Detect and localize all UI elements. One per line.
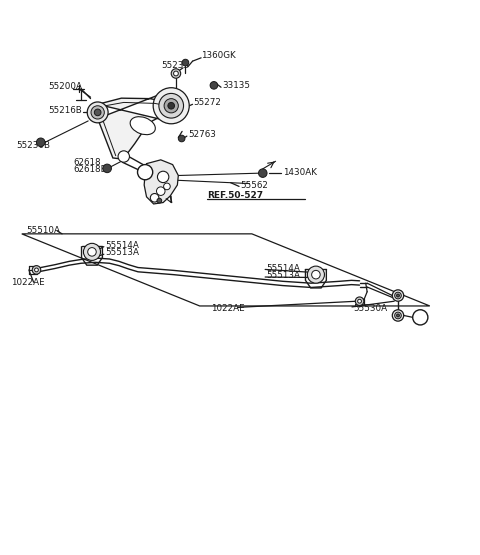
- Circle shape: [164, 183, 170, 190]
- Circle shape: [88, 248, 96, 256]
- Text: 1022AE: 1022AE: [12, 278, 45, 287]
- Circle shape: [174, 71, 179, 76]
- Circle shape: [395, 292, 401, 299]
- Text: 55562: 55562: [240, 181, 268, 190]
- Circle shape: [396, 294, 399, 297]
- Circle shape: [156, 187, 165, 195]
- Text: 62618B: 62618B: [73, 165, 107, 174]
- Circle shape: [413, 310, 428, 325]
- Circle shape: [137, 165, 153, 180]
- Text: 55216B: 55216B: [48, 107, 82, 115]
- Circle shape: [392, 310, 404, 321]
- Circle shape: [358, 299, 361, 303]
- Circle shape: [396, 314, 399, 317]
- Circle shape: [118, 151, 130, 162]
- Polygon shape: [97, 89, 174, 159]
- Circle shape: [150, 194, 159, 202]
- Text: 52763: 52763: [188, 130, 216, 139]
- Text: 1022AE: 1022AE: [211, 304, 244, 313]
- Circle shape: [32, 266, 41, 274]
- Circle shape: [157, 171, 169, 183]
- Circle shape: [35, 268, 38, 272]
- Circle shape: [168, 103, 175, 109]
- Circle shape: [87, 102, 108, 123]
- Text: 55513A: 55513A: [105, 248, 139, 258]
- Text: 55272: 55272: [193, 98, 221, 107]
- Circle shape: [210, 82, 218, 89]
- Circle shape: [103, 164, 111, 173]
- Circle shape: [182, 59, 189, 66]
- Text: 55233: 55233: [162, 62, 190, 70]
- Circle shape: [171, 69, 180, 78]
- Circle shape: [355, 297, 364, 305]
- Text: 55513A: 55513A: [266, 271, 300, 280]
- Polygon shape: [144, 160, 179, 204]
- Text: 55230B: 55230B: [16, 141, 50, 150]
- Circle shape: [95, 109, 101, 115]
- Circle shape: [312, 270, 320, 279]
- Circle shape: [91, 106, 104, 119]
- Text: REF.50-527: REF.50-527: [207, 191, 263, 200]
- Text: 55200A: 55200A: [48, 82, 82, 91]
- Circle shape: [164, 99, 179, 113]
- Circle shape: [153, 88, 189, 124]
- Circle shape: [259, 169, 267, 178]
- Text: A: A: [142, 168, 148, 176]
- Text: 55514A: 55514A: [266, 264, 300, 273]
- Text: 55510A: 55510A: [26, 225, 60, 235]
- Circle shape: [84, 243, 100, 260]
- Circle shape: [36, 138, 45, 147]
- Text: A: A: [417, 313, 423, 322]
- Circle shape: [307, 266, 324, 283]
- Circle shape: [179, 135, 185, 142]
- Text: 1360GK: 1360GK: [201, 51, 236, 60]
- Circle shape: [157, 198, 162, 203]
- Polygon shape: [22, 234, 430, 306]
- Text: 55514A: 55514A: [105, 241, 139, 250]
- Circle shape: [395, 312, 401, 319]
- Text: 62618: 62618: [73, 158, 101, 167]
- Ellipse shape: [130, 117, 156, 135]
- Text: 33135: 33135: [222, 81, 250, 90]
- Circle shape: [159, 93, 183, 118]
- Circle shape: [392, 290, 404, 301]
- Text: 55530A: 55530A: [353, 304, 387, 314]
- Text: 1430AK: 1430AK: [283, 168, 317, 176]
